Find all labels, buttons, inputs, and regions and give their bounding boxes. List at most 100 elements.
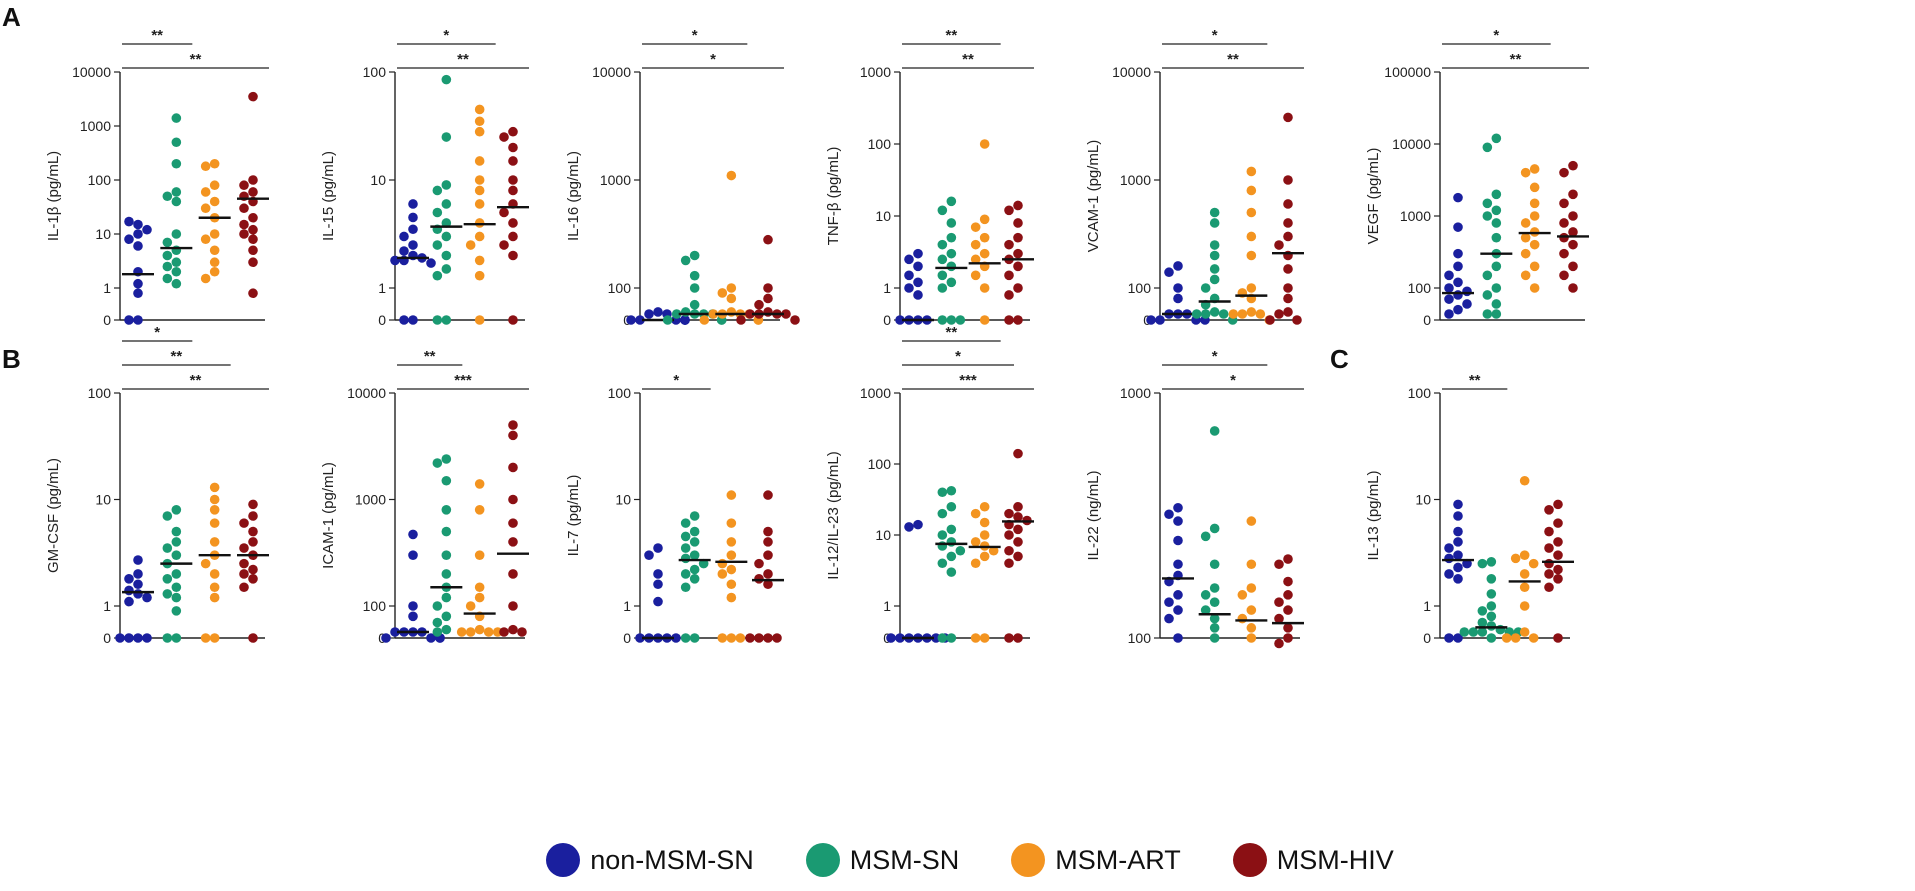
data-point (1453, 526, 1463, 537)
data-point (1453, 304, 1463, 315)
data-point (248, 574, 258, 584)
data-point (937, 487, 948, 498)
data-point (248, 499, 258, 510)
data-point (1444, 553, 1454, 564)
data-point (1283, 231, 1293, 242)
data-point (474, 231, 485, 242)
data-point (1209, 559, 1220, 570)
data-point (946, 218, 957, 228)
data-point (946, 537, 957, 547)
data-point (689, 537, 700, 547)
data-point (441, 505, 452, 515)
data-point (1209, 426, 1220, 436)
data-point (1200, 605, 1211, 615)
data-point (162, 191, 173, 202)
data-point (1246, 166, 1257, 177)
data-point (381, 633, 391, 643)
significance-label: ** (170, 348, 182, 365)
y-tick-label: 100 (608, 280, 632, 296)
data-point (1283, 554, 1293, 564)
data-point (1004, 633, 1014, 643)
data-point (1482, 270, 1493, 281)
legend-label: non-MSM-SN (590, 844, 754, 875)
data-point (979, 232, 990, 243)
data-point (1004, 290, 1014, 300)
data-point (913, 519, 923, 530)
data-point (680, 569, 691, 579)
data-point (162, 543, 173, 553)
data-point (1482, 142, 1493, 153)
data-point (937, 254, 948, 265)
data-point (209, 537, 220, 547)
data-point (1246, 623, 1257, 633)
data-point (1209, 274, 1220, 285)
legend-item-non-msm-sn: non-MSM-SN (546, 843, 754, 877)
data-point (474, 126, 485, 137)
data-point (1568, 227, 1578, 237)
y-tick-label: 1000 (1120, 385, 1151, 401)
y-tick-label: 100 (363, 64, 387, 80)
data-point (1013, 232, 1023, 243)
y-tick-label: 10000 (1112, 64, 1151, 80)
data-point (1510, 553, 1521, 564)
data-point (726, 293, 737, 304)
significance-label: * (1212, 27, 1218, 44)
chart-5: 0100100010000VCAM-1 (pg/mL)*** (1085, 27, 1304, 328)
data-point (1553, 518, 1563, 528)
data-point (209, 266, 220, 277)
y-tick-label: 1000 (860, 64, 891, 80)
data-point (171, 526, 182, 537)
data-point (1453, 222, 1463, 232)
data-point (124, 315, 134, 325)
y-axis-label: IL-15 (pg/mL) (320, 151, 337, 241)
data-point (735, 633, 746, 643)
y-tick-label: 1 (103, 598, 111, 614)
data-point (1209, 264, 1220, 274)
data-point (441, 264, 452, 274)
chart-1: 0 1 10 100 1000 10000 IL-1β (pg/mL) ** ** (45, 27, 269, 328)
data-point (209, 518, 220, 528)
data-point (1146, 315, 1156, 325)
y-axis-label: IL-1β (pg/mL) (45, 151, 62, 241)
data-point (1173, 293, 1183, 304)
data-point (390, 627, 400, 637)
y-tick-label: 1 (378, 280, 386, 296)
data-point (1004, 545, 1014, 556)
data-point (1491, 283, 1502, 293)
legend-dot-non-msm-sn (546, 843, 581, 877)
y-tick-label: 1 (883, 598, 891, 614)
data-point (1173, 633, 1183, 643)
data-point (171, 550, 182, 560)
data-point (200, 187, 211, 197)
data-point (171, 592, 182, 603)
significance-label: * (1493, 27, 1499, 44)
data-point (1274, 613, 1284, 624)
data-point (1237, 613, 1248, 624)
data-point (133, 555, 143, 565)
data-point (465, 601, 476, 611)
data-point (133, 219, 143, 230)
data-point (946, 261, 957, 272)
data-point (979, 633, 990, 643)
y-tick-label: 0 (623, 630, 631, 646)
data-point (736, 315, 746, 325)
y-tick-label: 10 (1415, 492, 1431, 508)
data-point (726, 518, 737, 528)
data-point (1491, 218, 1502, 228)
data-point (1283, 199, 1293, 209)
data-point (133, 633, 143, 643)
data-point (653, 596, 663, 607)
data-point (508, 218, 518, 228)
data-point (626, 315, 636, 325)
y-tick-label: 10 (875, 208, 891, 224)
data-point (1191, 309, 1202, 319)
data-point (1013, 551, 1023, 562)
y-tick-label: 1 (103, 280, 111, 296)
data-point (239, 543, 249, 553)
data-point (653, 569, 663, 579)
data-point (1510, 633, 1521, 643)
data-point (1013, 448, 1023, 459)
data-point (680, 315, 690, 325)
data-point (171, 137, 182, 148)
data-point (1453, 562, 1463, 573)
